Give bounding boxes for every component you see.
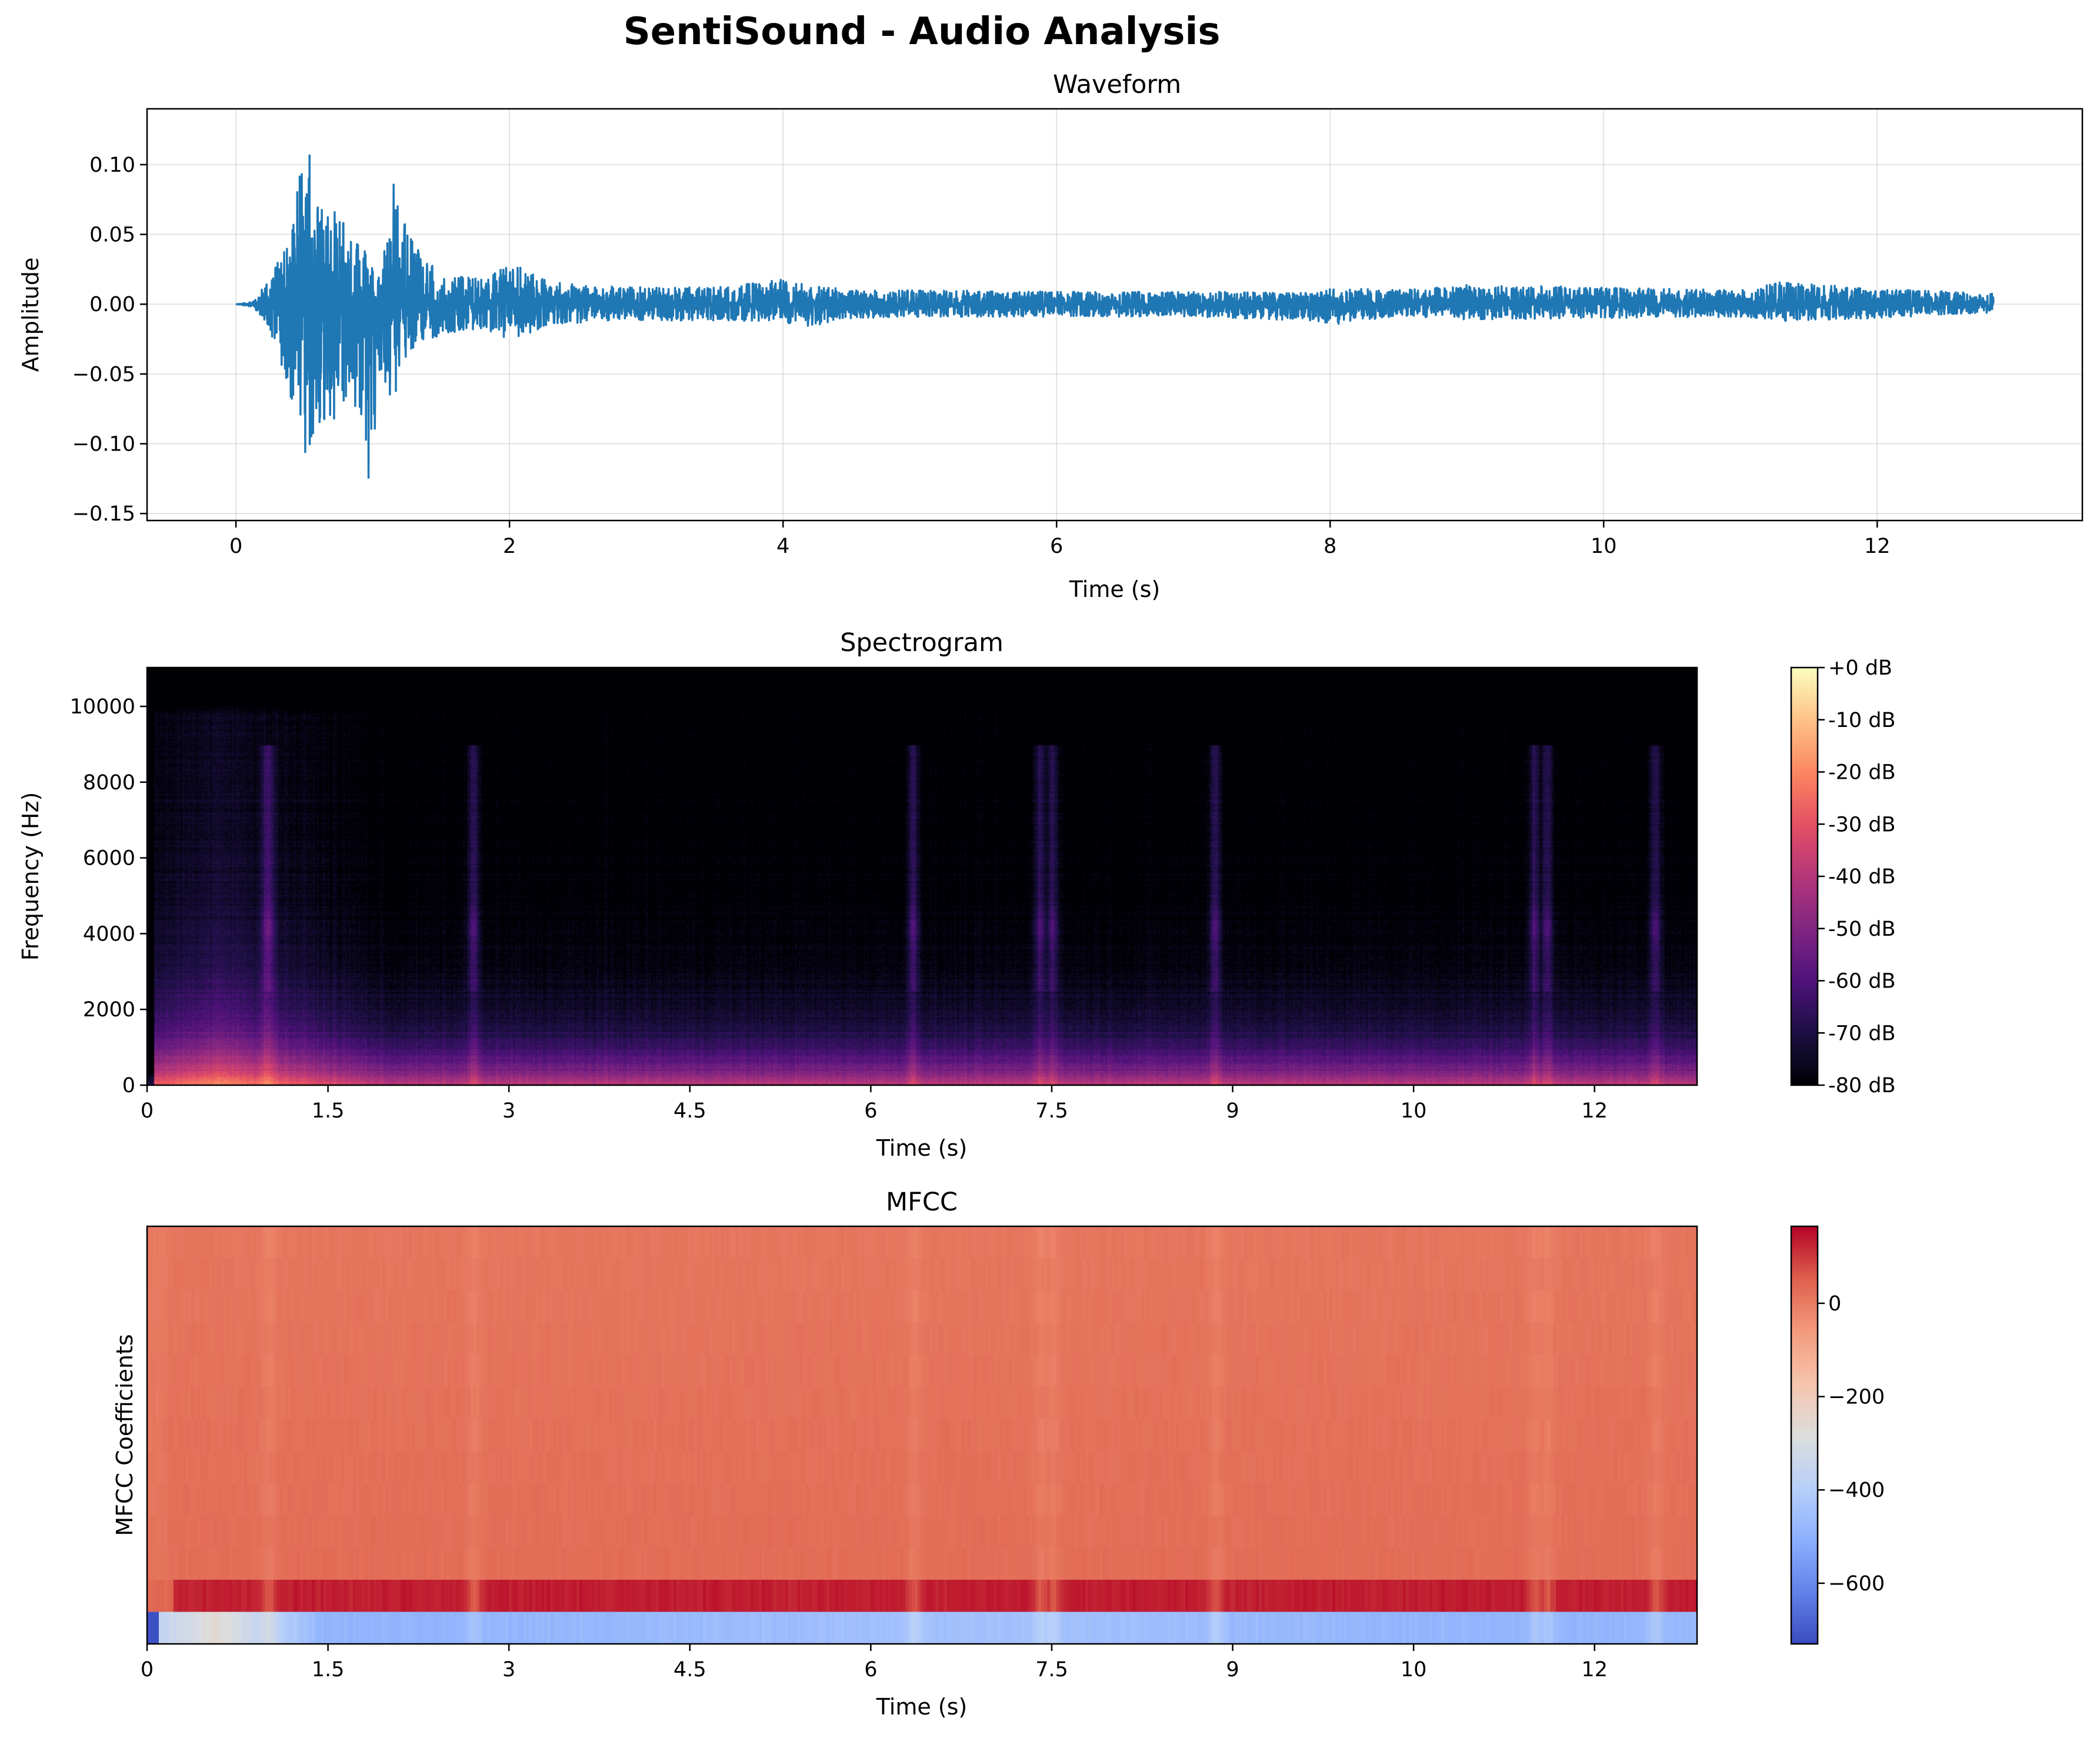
spectrogram-x-tick-label: 3 bbox=[502, 1099, 515, 1123]
spectrogram-y-tick-label: 8000 bbox=[83, 771, 135, 795]
waveform-y-tick-label: 0.10 bbox=[89, 154, 135, 177]
spectrogram-colorbar: +0 dB -10 dB -20 dB -30 dB -40 dB -50 dB -60 d… bbox=[1790, 656, 1896, 1097]
spectrogram-y-tick-label: 6000 bbox=[83, 847, 135, 870]
spectrogram-colorbar-tick-label: -20 dB bbox=[1828, 761, 1896, 785]
mfcc-colorbar-tick-label: −600 bbox=[1828, 1572, 1885, 1596]
waveform-x-tick-label: 0 bbox=[229, 535, 242, 558]
spectrogram-colorbar-tick-label: +0 dB bbox=[1828, 656, 1892, 680]
mfcc-colorbar-tick-label: −400 bbox=[1828, 1479, 1885, 1502]
waveform-x-ticks: 0 2 4 6 8 10 12 bbox=[229, 521, 1891, 558]
spectrogram-colorbar-ticks: +0 dB -10 dB -20 dB -30 dB -40 dB -50 dB -60 d… bbox=[1818, 656, 1896, 1097]
waveform-xlabel: Time (s) bbox=[1069, 576, 1161, 602]
spectrogram-image bbox=[147, 668, 1697, 1085]
spectrogram-colorbar-tick-label: -50 dB bbox=[1828, 918, 1896, 941]
waveform-y-tick-label: 0.00 bbox=[89, 293, 135, 316]
waveform-x-tick-label: 2 bbox=[503, 535, 516, 558]
waveform-y-tick-label: −0.05 bbox=[72, 363, 135, 386]
mfcc-x-tick-label: 12 bbox=[1581, 1658, 1608, 1682]
spectrogram-y-tick-label: 10000 bbox=[70, 695, 135, 719]
spectrogram-colorbar-tick-label: -70 dB bbox=[1828, 1022, 1896, 1045]
spectrogram-x-tick-label: 10 bbox=[1401, 1099, 1427, 1123]
spectrogram-y-tick-label: 4000 bbox=[83, 922, 135, 946]
spectrogram-x-tick-label: 9 bbox=[1226, 1099, 1239, 1123]
waveform-y-tick-label: −0.10 bbox=[72, 432, 135, 456]
spectrogram-xlabel: Time (s) bbox=[876, 1135, 968, 1161]
waveform-x-tick-label: 10 bbox=[1591, 535, 1617, 558]
mfcc-x-tick-label: 9 bbox=[1226, 1658, 1239, 1682]
waveform-ylabel: Amplitude bbox=[18, 258, 44, 372]
spectrogram-colorbar-tick-label: -40 dB bbox=[1828, 865, 1896, 889]
mfcc-x-tick-label: 4.5 bbox=[674, 1658, 706, 1682]
figure-title: SentiSound - Audio Analysis bbox=[624, 10, 1221, 54]
waveform-y-tick-label: −0.15 bbox=[72, 502, 135, 526]
waveform-x-tick-label: 6 bbox=[1050, 535, 1063, 558]
spectrogram-x-ticks: 0 1.5 3 4.5 6 7.5 9 10 12 bbox=[141, 1085, 1608, 1123]
spectrogram-x-tick-label: 12 bbox=[1581, 1099, 1608, 1123]
mfcc-xlabel: Time (s) bbox=[876, 1694, 968, 1720]
mfcc-colorbar-ticks: 0 −200 −400 −600 bbox=[1818, 1292, 1885, 1596]
mfcc-axes bbox=[146, 1225, 1698, 1645]
waveform-title: Waveform bbox=[1053, 70, 1181, 99]
mfcc-x-tick-label: 1.5 bbox=[312, 1658, 345, 1682]
waveform-y-ticks: −0.15 −0.10 −0.05 0.00 0.05 0.10 bbox=[72, 154, 147, 526]
mfcc-ylabel: MFCC Coefficients bbox=[112, 1334, 138, 1536]
spectrogram-x-tick-label: 1.5 bbox=[312, 1099, 345, 1123]
waveform-panel: Waveform 0 2 4 6 8 10 12 −0.15 −0.10 −0.05 0.00 0.… bbox=[18, 70, 2084, 602]
waveform-x-tick-label: 4 bbox=[776, 535, 789, 558]
mfcc-x-tick-label: 0 bbox=[141, 1658, 154, 1682]
mfcc-image bbox=[147, 1226, 1697, 1644]
waveform-x-tick-label: 12 bbox=[1864, 535, 1891, 558]
mfcc-title: MFCC bbox=[886, 1187, 958, 1217]
waveform-line bbox=[235, 154, 1995, 479]
mfcc-colorbar-tick-label: 0 bbox=[1828, 1292, 1841, 1316]
spectrogram-title: Spectrogram bbox=[840, 628, 1004, 658]
spectrogram-panel: Spectrogram 0 1.5 3 4.5 6 7.5 9 10 12 0 2000 4000 6… bbox=[18, 628, 1896, 1161]
spectrogram-x-tick-label: 0 bbox=[141, 1099, 154, 1123]
spectrogram-colorbar-tick-label: -80 dB bbox=[1828, 1074, 1896, 1097]
mfcc-colorbar: 0 −200 −400 −600 bbox=[1790, 1225, 1885, 1645]
waveform-x-tick-label: 8 bbox=[1324, 535, 1336, 558]
mfcc-x-tick-label: 7.5 bbox=[1035, 1658, 1068, 1682]
spectrogram-colorbar-tick-label: -30 dB bbox=[1828, 813, 1896, 836]
spectrogram-x-tick-label: 4.5 bbox=[674, 1099, 706, 1123]
waveform-y-tick-label: 0.05 bbox=[89, 223, 135, 247]
mfcc-panel: MFCC 0 1.5 3 4.5 6 7.5 9 10 12 Time (s) MFCC Coe… bbox=[112, 1187, 1885, 1720]
mfcc-x-tick-label: 10 bbox=[1401, 1658, 1427, 1682]
mfcc-x-tick-label: 3 bbox=[502, 1658, 515, 1682]
waveform-axes bbox=[146, 108, 2084, 522]
spectrogram-colorbar-tick-label: -10 dB bbox=[1828, 709, 1896, 732]
spectrogram-ylabel: Frequency (Hz) bbox=[18, 792, 44, 961]
spectrogram-y-tick-label: 2000 bbox=[83, 998, 135, 1022]
spectrogram-y-ticks: 0 2000 4000 6000 8000 10000 bbox=[70, 695, 147, 1097]
mfcc-colorbar-tick-label: −200 bbox=[1828, 1386, 1885, 1409]
spectrogram-axes bbox=[146, 666, 1698, 1086]
mfcc-x-ticks: 0 1.5 3 4.5 6 7.5 9 10 12 bbox=[141, 1644, 1608, 1682]
spectrogram-x-tick-label: 7.5 bbox=[1035, 1099, 1068, 1123]
mfcc-x-tick-label: 6 bbox=[864, 1658, 877, 1682]
spectrogram-colorbar-tick-label: -60 dB bbox=[1828, 970, 1896, 993]
spectrogram-y-tick-label: 0 bbox=[122, 1074, 135, 1097]
spectrogram-x-tick-label: 6 bbox=[864, 1099, 877, 1123]
